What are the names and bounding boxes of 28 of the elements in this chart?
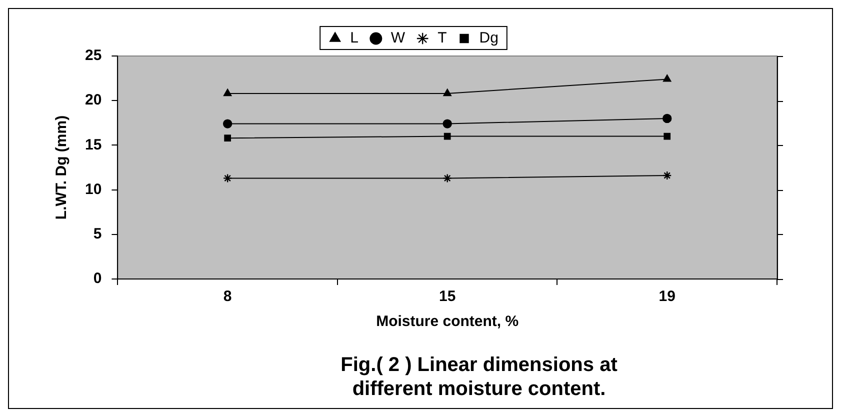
y-tick-label: 10 xyxy=(84,180,102,198)
point xyxy=(442,174,452,183)
y-tick-label: 20 xyxy=(84,92,102,109)
y-tick-label: 5 xyxy=(93,226,102,243)
x-tick-label: 8 xyxy=(223,288,232,306)
x-axis-title: Moisture content, % xyxy=(376,313,519,330)
point xyxy=(662,114,672,124)
point xyxy=(224,134,231,142)
text: Fig.( 2 ) Linear dimensions at different moisture content. xyxy=(340,353,618,401)
point xyxy=(443,88,452,96)
legend-label: L xyxy=(350,30,358,47)
legend-label: W xyxy=(390,30,406,47)
point xyxy=(222,174,232,183)
legend-label: T xyxy=(438,30,447,47)
x-tick-label: 19 xyxy=(658,288,676,306)
point xyxy=(222,119,232,128)
x-tick-label: 15 xyxy=(439,288,456,306)
point xyxy=(664,132,671,140)
y-tick-label: 15 xyxy=(84,136,102,154)
point xyxy=(663,74,672,82)
point xyxy=(442,119,452,128)
y-tick-label: 25 xyxy=(84,47,102,64)
point xyxy=(444,132,451,140)
point xyxy=(224,88,232,96)
y-axis-title: L.WT. Dg (mm) xyxy=(53,115,70,220)
y-tick-label: 0 xyxy=(93,270,102,288)
point xyxy=(662,170,672,180)
legend-label: Dg xyxy=(479,30,498,47)
